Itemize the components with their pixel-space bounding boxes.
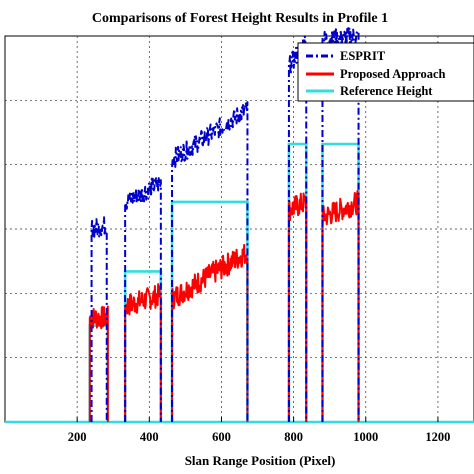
x-tick-label-5: 1200 <box>425 430 450 444</box>
legend-label-esprit: ESPRIT <box>340 49 386 63</box>
x-tick-label-4: 1000 <box>353 430 378 444</box>
proposed-approach-segment-4 <box>321 189 360 423</box>
proposed-approach-segment-1 <box>124 283 162 423</box>
legend-label-proposed: Proposed Approach <box>340 67 446 81</box>
esprit-segment-1 <box>124 177 162 423</box>
esprit-segment-2 <box>171 101 249 423</box>
x-tick-label-0: 200 <box>68 430 87 444</box>
proposed-approach-segment-0 <box>88 305 109 423</box>
x-tick-label-3: 800 <box>284 430 303 444</box>
legend-label-reference: Reference Height <box>340 84 433 98</box>
x-axis-label: Slan Range Position (Pixel) <box>185 453 336 468</box>
chart-title: Comparisons of Forest Height Results in … <box>92 11 388 26</box>
esprit-segment-0 <box>90 216 108 423</box>
x-axis-ticks: 200 400 600 800 1000 1200 <box>68 417 450 444</box>
esprit-segment-4 <box>321 27 360 423</box>
legend: ESPRIT Proposed Approach Reference Heigh… <box>297 42 474 102</box>
x-tick-label-1: 400 <box>140 430 159 444</box>
proposed-approach-segment-3 <box>287 192 308 423</box>
grid-lines <box>5 36 474 422</box>
x-tick-label-2: 600 <box>212 430 231 444</box>
proposed-approach-segment-2 <box>171 243 249 423</box>
